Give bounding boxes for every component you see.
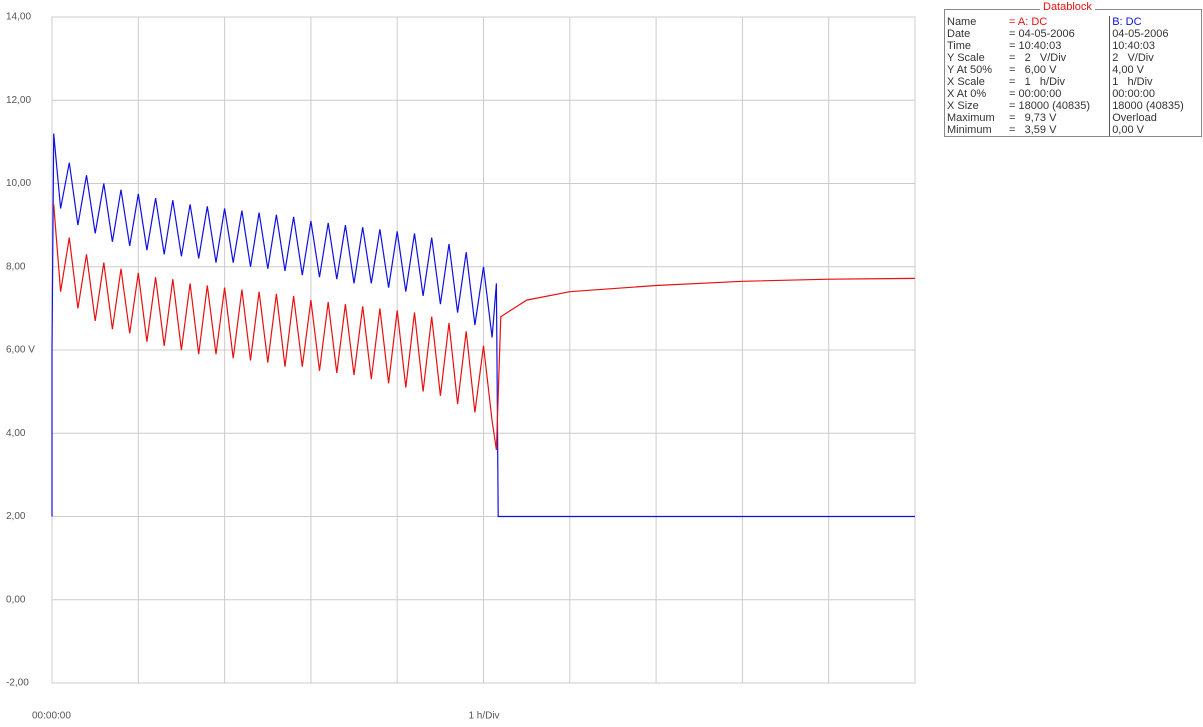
y-tick-label: 4,00 [6,428,26,439]
datablock: Datablock Name = A: DC B: DC Date = 04-05… [944,1,1202,137]
cell: Maximum [947,112,995,124]
cell: Name [947,16,977,28]
cell: 18000 (40835) [1109,100,1201,112]
datablock-row: X Scale = 1 h/Div 1 h/Div [945,76,1201,88]
cell: Date [947,28,971,40]
cell: = 18000 (40835) [1009,100,1091,112]
cell: = 2 V/Div [1009,52,1067,64]
y-tick-label: 6,00 V [6,345,35,356]
datablock-row: Maximum = 9,73 V Overload [945,112,1201,124]
y-tick-label: 0,00 [6,594,26,605]
cell: B: DC [1109,16,1201,28]
cell: Y At 50% [947,64,993,76]
cell: = 00:00:00 [1009,88,1062,100]
y-tick-label: 10,00 [6,178,31,189]
cell: = 6,00 V [1009,64,1057,76]
cell: X Scale [947,76,985,88]
cell: = 3,59 V [1009,124,1057,136]
datablock-header: Name = A: DC B: DC [945,16,1201,28]
chart: 1 h/Div 14,00 12,00 10,00 8,00 6,00 V 4,00 2,0… [6,12,916,722]
cell: 0,00 V [1109,124,1201,136]
datablock-table: Name = A: DC B: DC Date = 04-05-2006 04-05… [945,16,1201,136]
x-axis-label: 1 h/Div [468,711,499,722]
cell: = 9,73 V [1009,112,1057,124]
cell: Minimum [947,124,992,136]
cell: Time [947,40,972,52]
y-tick-label: 12,00 [6,95,31,106]
cell: = A: DC [1009,16,1048,28]
datablock-row: Y At 50% = 6,00 V 4,00 V [945,64,1201,76]
y-tick-label: -2,00 [6,678,29,689]
y-tick-label: 14,00 [6,12,31,23]
series-line [53,204,916,450]
datablock-row: Minimum = 3,59 V 0,00 V [945,124,1201,136]
datablock-title: Datablock [1040,1,1095,13]
cell: = 1 h/Div [1009,76,1065,88]
datablock-row: X At 0% = 00:00:00 00:00:00 [945,88,1201,100]
cell: 00:00:00 [1109,88,1201,100]
y-tick-label: 8,00 [6,261,26,272]
cell: X At 0% [947,88,987,100]
cell: Y Scale [947,52,985,64]
cell: = 10:40:03 [1009,40,1062,52]
cell: X Size [947,100,979,112]
cell: 10:40:03 [1109,40,1201,52]
cell: Overload [1109,112,1201,124]
x-tick-label: 00:00:00 [32,711,71,722]
y-tick-label: 2,00 [6,511,26,522]
datablock-row: X Size = 18000 (40835) 18000 (40835) [945,100,1201,112]
series-line [51,133,915,518]
cell: 2 V/Div [1109,52,1201,64]
cell: 4,00 V [1109,64,1201,76]
datablock-body: Name = A: DC B: DC Date = 04-05-2006 04-05… [945,16,1201,136]
datablock-row: Y Scale = 2 V/Div 2 V/Div [945,52,1201,64]
cell: = 04-05-2006 [1009,28,1075,40]
datablock-row: Date = 04-05-2006 04-05-2006 [945,28,1201,40]
cell: 04-05-2006 [1109,28,1201,40]
cell: 1 h/Div [1109,76,1201,88]
datablock-row: Time = 10:40:03 10:40:03 [945,40,1201,52]
